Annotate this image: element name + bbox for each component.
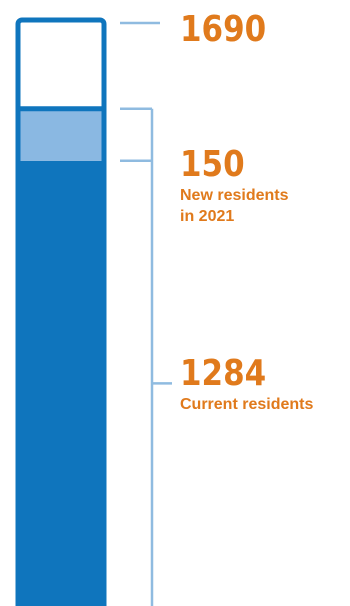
total-label: 1690	[180, 10, 280, 50]
new-residents-caption-line-1: New residents	[180, 187, 289, 204]
current-residents-caption: Current residents	[180, 396, 314, 413]
total-value: 1690	[180, 9, 267, 50]
new-residents-caption-line-2: in 2021	[180, 208, 235, 225]
current-residents-label: 1284 Current residents	[180, 354, 313, 415]
current-residents-fill	[18, 160, 104, 606]
new-residents-value: 150	[180, 144, 245, 185]
new-residents-label: 150 New residents in 2021	[180, 145, 288, 227]
new-residents-fill	[18, 108, 104, 161]
thermometer-outline	[15, 17, 107, 606]
current-residents-value: 1284	[180, 353, 267, 394]
